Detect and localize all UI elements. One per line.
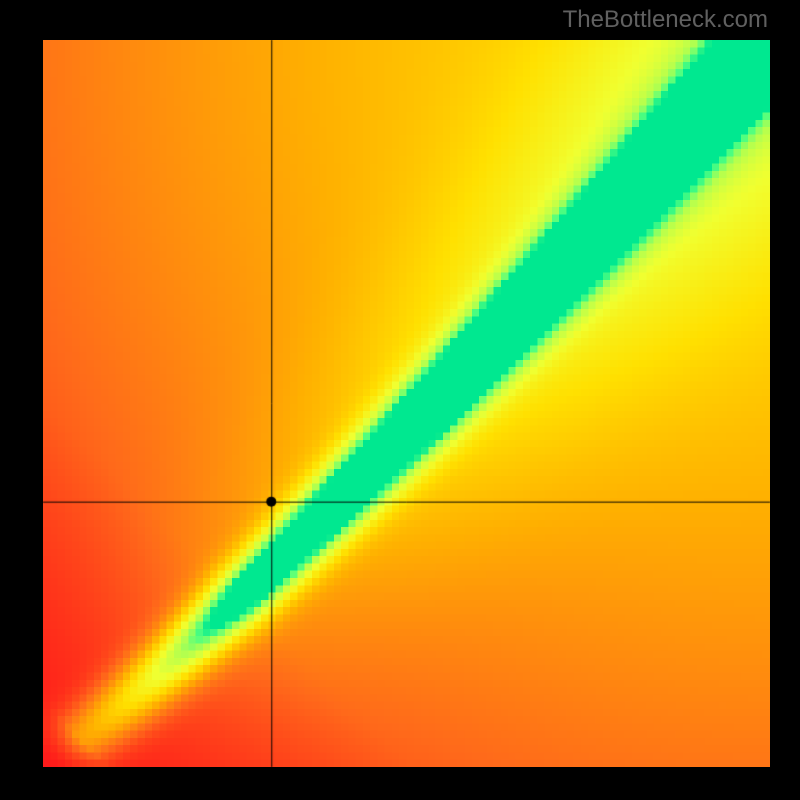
- chart-container: TheBottleneck.com: [0, 0, 800, 800]
- watermark-text: TheBottleneck.com: [563, 6, 768, 34]
- bottleneck-heatmap: [43, 40, 770, 767]
